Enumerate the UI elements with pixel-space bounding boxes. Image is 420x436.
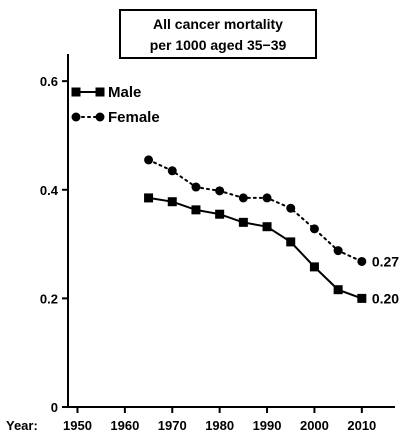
x-tick-label: 1970 xyxy=(158,418,187,433)
x-axis-ticks: 1950 1960 1970 1980 1990 2000 2010 xyxy=(63,407,376,433)
female-data-point xyxy=(286,203,296,213)
title-box xyxy=(119,9,317,59)
female-data-point xyxy=(191,182,201,192)
female-data-point xyxy=(333,246,343,256)
female-end-value-label: 0.27 xyxy=(372,253,399,269)
x-tick-label: 2010 xyxy=(347,418,376,433)
legend-label-male: Male xyxy=(108,84,141,101)
male-data-point xyxy=(357,293,367,303)
y-tick-label: 0.4 xyxy=(40,183,59,198)
male-data-point xyxy=(215,209,225,219)
title-line-2: per 1000 aged 35−39 xyxy=(150,37,287,53)
y-axis-ticks: 0 0.2 0.4 0.6 xyxy=(40,74,68,415)
male-data-point xyxy=(167,197,177,207)
x-tick-label: 1960 xyxy=(110,418,139,433)
female-data-point xyxy=(238,193,248,203)
chart-title: All cancer mortality per 1000 aged 35−39 xyxy=(119,9,317,59)
female-series-line xyxy=(147,158,363,263)
male-data-point xyxy=(286,237,296,247)
y-tick-label: 0 xyxy=(51,400,58,415)
male-data-point xyxy=(333,285,343,295)
male-data-point xyxy=(144,193,154,203)
x-axis-prefix: Year: xyxy=(6,418,38,433)
legend-marker-male xyxy=(71,87,81,97)
legend-marker-male xyxy=(95,87,105,97)
female-data-point xyxy=(309,224,319,234)
plot-area: 0.20 0.27 xyxy=(144,155,399,306)
y-tick-label: 0.6 xyxy=(40,74,58,89)
female-data-point xyxy=(144,155,154,165)
legend: Male Female xyxy=(71,84,160,126)
female-data-point xyxy=(357,256,367,266)
x-tick-label: 1950 xyxy=(63,418,92,433)
female-data-point xyxy=(167,166,177,176)
x-tick-label: 1980 xyxy=(205,418,234,433)
legend-label-female: Female xyxy=(108,109,160,126)
male-data-point xyxy=(238,217,248,227)
female-data-point xyxy=(215,186,225,196)
male-end-value-label: 0.20 xyxy=(372,290,399,306)
title-line-1: All cancer mortality xyxy=(153,16,283,32)
male-data-point xyxy=(309,262,319,272)
male-series-line xyxy=(148,196,363,300)
y-tick-label: 0.2 xyxy=(40,291,58,306)
male-data-point xyxy=(262,222,272,232)
male-data-point xyxy=(191,205,201,215)
legend-marker-female xyxy=(95,112,105,122)
x-tick-label: 1990 xyxy=(253,418,282,433)
female-data-point xyxy=(262,193,272,203)
legend-marker-female xyxy=(71,112,81,122)
x-tick-label: 2000 xyxy=(300,418,329,433)
